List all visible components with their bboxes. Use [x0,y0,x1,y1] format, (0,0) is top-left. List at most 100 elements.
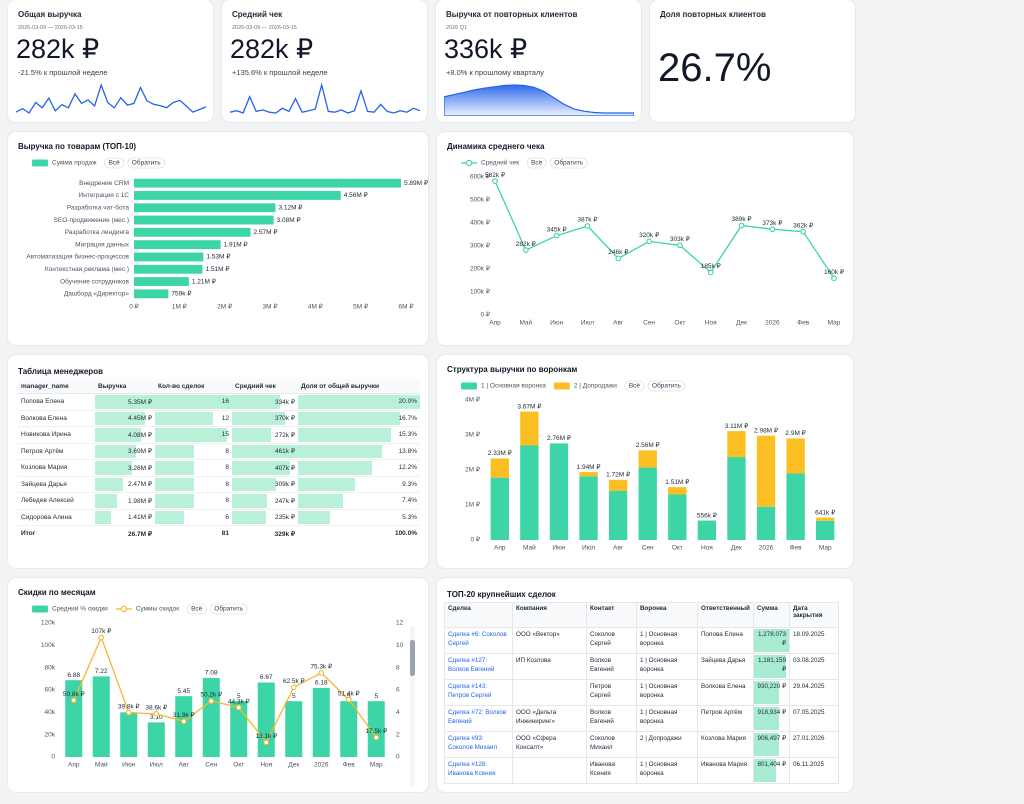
cell-text: 27.01.2026 [793,735,825,742]
table-row: Волкова Елена 4.45M ₽ 12 370k ₽ 16.7% [18,410,420,427]
table-cell: Попова Елена [697,627,754,654]
bar [134,264,203,274]
bar [756,506,776,540]
cell-text: Попова Елена [701,631,743,638]
button-label[interactable]: Обратить [214,605,243,613]
column-header[interactable]: Контакт [586,602,637,628]
column-header[interactable]: Воронка [636,602,698,628]
cell-text: 247k ₽ [274,497,295,505]
table-cell: 906,497 ₽ [753,731,790,758]
table-row: Зайцева Дарья 2.47M ₽ 8 309k ₽ 9.3% [18,476,420,493]
x-tick-label: Июн [122,762,136,769]
button[interactable] [104,157,125,169]
bar [786,438,805,474]
x-tick-label: Ноя [705,320,717,327]
bar [608,479,628,491]
data-bar [155,461,194,475]
data-label: 1.91M ₽ [224,240,249,248]
column-header[interactable]: Доля от общей выручки [298,379,420,394]
y-tick-label: 20k [45,731,56,738]
x-tick-label: Фев [790,545,803,552]
table-cell: Зайцева Дарья [18,476,95,493]
button[interactable] [127,157,165,169]
cell-text: 272k ₽ [274,431,295,439]
x-tick-label: Мар [828,320,841,327]
button-label[interactable]: Всё [109,160,121,167]
data-bar [298,494,344,508]
column-header[interactable]: Дата закрытия [789,602,839,628]
button[interactable] [526,157,547,169]
header-row: Сделка Компания Контакт Воронка Ответственны… [444,602,839,628]
bar [285,701,303,757]
button[interactable] [186,603,207,615]
cell-text: 461k ₽ [274,448,295,456]
data-bar [232,461,291,475]
x-tick-label: Май [95,761,108,769]
data-label: 31.9k ₽ [173,711,196,719]
deal-link[interactable]: Сделка #72: Волков Евгений [448,709,507,726]
chart: Скидки по месяцам Средний % скидки Суммы с… [18,588,404,769]
table-cell: Сидорова Алина [18,509,95,526]
table-cell: 918,934 ₽ [753,705,790,732]
legend-label: Средний чек [481,159,519,167]
button[interactable] [549,157,588,169]
table-cell: Зайцева Дарья [697,653,754,680]
bar [579,476,598,540]
button-label[interactable]: Всё [629,383,641,390]
table-body: Попова Елена 5.35M ₽ 16 334k ₽ 20.0% Волкова … [18,393,420,542]
deal-link[interactable]: Сделка #6: Соколов Сергей [448,631,507,648]
button-label[interactable]: Обратить [652,382,681,390]
bar [490,477,509,540]
table-cell: 1,181,159 ₽ [753,653,790,680]
data-label: 75.3k ₽ [310,663,333,671]
cell-text: 20.0% [398,398,417,406]
table-cell: Новикова Ирина [18,426,95,444]
y2-tick-label: 6 [396,687,400,694]
point [646,238,652,245]
point [153,711,160,717]
data-label: 5.89M ₽ [404,179,428,187]
point [70,697,77,704]
scrollbar-thumb[interactable] [410,640,415,676]
x-tick-label: Ноя [701,545,713,552]
data-label: 5.45 [177,688,190,695]
column-header[interactable]: Сумма [753,602,790,628]
legend-symbol [120,605,128,613]
data-bar [95,494,118,508]
button[interactable] [624,380,645,392]
column-header[interactable]: Ответственный [697,602,754,628]
button-label[interactable]: Обратить [554,159,583,167]
button[interactable] [209,603,248,615]
y2-tick-label: 4 [396,709,400,716]
y-tick-label: 1M ₽ [465,501,481,509]
data-label: 185k ₽ [701,262,722,270]
data-label: 17.5k ₽ [365,727,388,735]
column-header[interactable]: manager_name [18,379,95,394]
button-label[interactable]: Всё [191,606,203,613]
cell-text: Соколов Михаил [590,735,615,752]
column-header[interactable]: Средний чек [232,379,298,394]
data-bar [298,444,383,458]
button[interactable] [647,380,686,392]
deal-link[interactable]: Сделка #93: Соколов Михаил [448,735,498,752]
column-header[interactable]: Кол-во сделок [155,379,232,394]
data-label: 389k ₽ [732,215,753,223]
cell-text: 15 [221,431,229,439]
deal-link[interactable]: Сделка #143: Петров Сергей [448,683,492,700]
y-tick-label: Автоматизация бизнес-процессов [26,253,129,261]
deal-link[interactable]: Сделка #128: Иванова Ксения [448,761,496,778]
data-label: 6.18 [315,680,328,687]
button-label[interactable]: Всё [531,160,543,167]
column-header[interactable]: Выручка [95,379,155,394]
column-header[interactable]: Сделка [444,602,513,628]
data-bar [95,477,123,491]
table-cell: 309k ₽ [232,476,298,493]
point [615,255,622,262]
bar [340,701,358,757]
cell-text: 1.41M ₽ [127,514,152,522]
cell-text: 918,934 ₽ [757,709,786,716]
deal-link[interactable]: Сделка #127: Волков Евгений [448,657,495,674]
column-header[interactable]: Компания [512,602,587,628]
table-cell: 27.01.2026 [789,731,839,758]
button-label[interactable]: Обратить [132,159,161,167]
